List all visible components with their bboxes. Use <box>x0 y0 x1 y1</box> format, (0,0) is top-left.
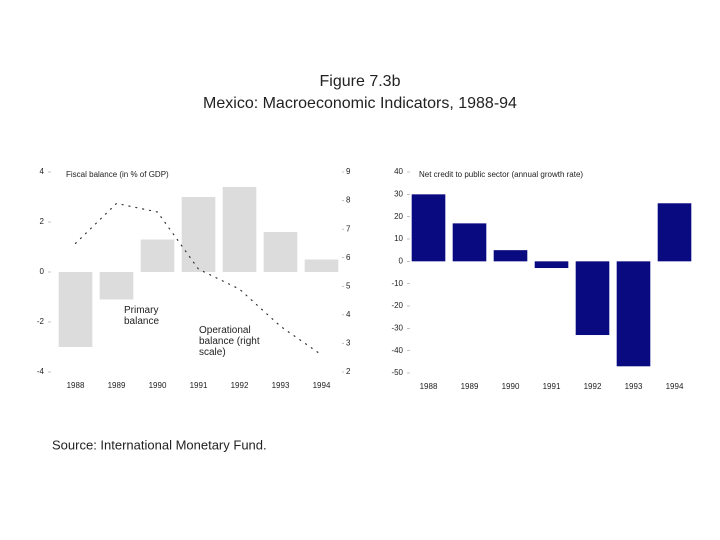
chart-title: Fiscal balance (in % of GDP) <box>66 170 169 179</box>
x-tick-label: 1993 <box>625 382 643 391</box>
y-tick-label: -50 <box>391 368 403 377</box>
y2-tick-label: 4 <box>346 310 351 319</box>
x-tick-label: 1992 <box>584 382 602 391</box>
line <box>74 202 323 356</box>
y-tick-label: -10 <box>391 279 403 288</box>
bar <box>411 194 446 262</box>
bar <box>222 187 257 272</box>
y-tick-label: -20 <box>391 301 403 310</box>
y-tick-label: -30 <box>391 323 403 332</box>
figure-title: Figure 7.3b <box>320 73 401 90</box>
x-tick-label: 1991 <box>543 382 561 391</box>
figure-subtitle: Mexico: Macroeconomic Indicators, 1988-9… <box>203 95 517 112</box>
bar <box>181 197 216 272</box>
x-tick-label: 1988 <box>420 382 438 391</box>
bar <box>58 272 93 347</box>
bar <box>493 250 528 262</box>
bar <box>99 272 134 300</box>
chart-title: Net credit to public sector (annual grow… <box>419 170 583 179</box>
x-tick-label: 1994 <box>313 381 331 390</box>
y-tick-label: -2 <box>37 317 45 326</box>
bar <box>657 203 692 262</box>
y-tick-label: -40 <box>391 346 403 355</box>
x-tick-label: 1990 <box>149 381 167 390</box>
y-tick-label: 2 <box>40 217 45 226</box>
operational-label: Operational balance (right scale) <box>199 325 260 358</box>
y2-tick-label: 3 <box>346 339 351 348</box>
y-tick-label: 10 <box>394 234 403 243</box>
bar <box>452 223 487 262</box>
bar <box>534 261 569 269</box>
x-tick-label: 1990 <box>502 382 520 391</box>
bar <box>140 239 175 272</box>
y-tick-label: 20 <box>394 212 403 221</box>
y-tick-label: 40 <box>394 167 403 176</box>
y2-tick-label: 8 <box>346 196 351 205</box>
y2-tick-label: 9 <box>346 167 351 176</box>
source: Source: International Monetary Fund. <box>52 437 267 452</box>
x-tick-label: 1993 <box>272 381 290 390</box>
bar <box>304 259 339 272</box>
x-tick-label: 1988 <box>67 381 85 390</box>
primary-label: Primary balance <box>124 305 160 327</box>
y2-tick-label: 5 <box>346 281 351 290</box>
y-tick-label: 30 <box>394 189 403 198</box>
y2-tick-label: 2 <box>346 367 351 376</box>
y-tick-label: 0 <box>399 256 404 265</box>
x-tick-label: 1989 <box>461 382 479 391</box>
y-tick-label: 0 <box>40 267 45 276</box>
x-tick-label: 1991 <box>190 381 208 390</box>
bar <box>616 261 651 367</box>
y-tick-label: -4 <box>37 367 45 376</box>
bar <box>263 232 298 272</box>
x-tick-label: 1992 <box>231 381 249 390</box>
y2-tick-label: 7 <box>346 224 351 233</box>
bar <box>575 261 610 336</box>
x-tick-label: 1994 <box>666 382 684 391</box>
y-tick-label: 4 <box>40 167 45 176</box>
x-tick-label: 1989 <box>108 381 126 390</box>
y2-tick-label: 6 <box>346 253 351 262</box>
